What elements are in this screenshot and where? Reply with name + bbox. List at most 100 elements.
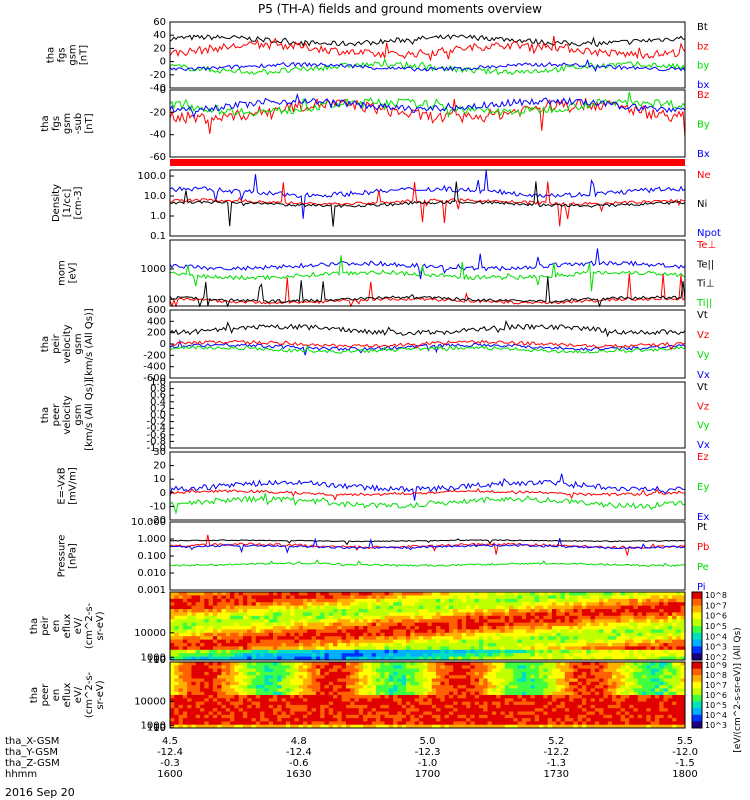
spectrogram-cell <box>212 602 218 607</box>
spectrogram-cell <box>427 653 433 658</box>
spectrogram-cell <box>320 671 325 676</box>
spectrogram-cell <box>509 639 514 644</box>
spectrogram-cell <box>466 626 471 630</box>
spectrogram-cell <box>174 605 180 610</box>
spectrogram-cell <box>509 629 514 634</box>
spectrogram-cell <box>393 671 398 676</box>
spectrogram-cell <box>667 592 673 596</box>
spectrogram-cell <box>659 711 665 716</box>
spectrogram-cell <box>431 612 437 617</box>
spectrogram-cell <box>624 615 630 620</box>
series-line-bz <box>169 97 686 138</box>
spectrogram-cell <box>212 605 218 610</box>
spectrogram-cell <box>273 714 278 719</box>
spectrogram-cell <box>204 619 210 624</box>
spectrogram-cell <box>539 646 544 651</box>
spectrogram-cell <box>294 649 300 654</box>
spectrogram-cell <box>573 695 579 699</box>
spectrogram-cell <box>517 653 523 658</box>
spectrogram-cell <box>672 619 677 624</box>
spectrogram-cell <box>200 681 205 686</box>
spectrogram-cell <box>504 724 510 729</box>
spectrogram-cell <box>521 646 527 651</box>
spectrogram-cell <box>676 665 682 670</box>
spectrogram-cell <box>178 622 184 627</box>
spectrogram-cell <box>440 626 446 630</box>
spectrogram-cell <box>547 685 553 689</box>
spectrogram-cell <box>303 643 308 647</box>
spectrogram-cell <box>384 711 390 716</box>
spectrogram-cell <box>320 656 325 661</box>
spectrogram-cell <box>242 711 248 716</box>
spectrogram-cell <box>324 668 330 673</box>
spectrogram-cell <box>569 718 574 722</box>
ytick-label: 20 <box>153 461 166 472</box>
spectrogram-cell <box>298 691 304 696</box>
spectrogram-cell <box>672 595 677 600</box>
spectrogram-cell <box>371 592 377 596</box>
spectrogram-cell <box>341 643 347 647</box>
spectrogram-cell <box>204 643 210 647</box>
spectrogram-cell <box>642 595 647 600</box>
spectrogram-cell <box>315 721 321 726</box>
spectrogram-cell <box>543 629 549 634</box>
spectrogram-cell <box>401 662 407 666</box>
spectrogram-cell <box>290 662 295 666</box>
spectrogram-cell <box>414 671 420 676</box>
spectrogram-cell <box>191 708 197 712</box>
spectrogram-cell <box>612 605 617 610</box>
spectrogram-cell <box>328 626 334 630</box>
spectrogram-cell <box>423 629 428 634</box>
spectrogram-cell <box>543 698 549 703</box>
spectrogram-cell <box>182 675 188 679</box>
spectrogram-cell <box>406 649 411 654</box>
spectrogram-cell <box>556 665 562 670</box>
spectrogram-cell <box>182 662 188 666</box>
spectrogram-cell <box>221 681 227 686</box>
spectrogram-cell <box>637 701 643 706</box>
spectrogram-cell <box>466 646 471 651</box>
spectrogram-cell <box>354 688 360 693</box>
spectrogram-cell <box>234 714 240 719</box>
spectrogram-cell <box>650 671 656 676</box>
spectrogram-cell <box>234 626 240 630</box>
spectrogram-cell <box>315 592 321 596</box>
spectrogram-cell <box>431 615 437 620</box>
spectrogram-cell <box>247 665 253 670</box>
spectrogram-cell <box>397 665 403 670</box>
spectrogram-cell <box>513 675 519 679</box>
spectrogram-cell <box>195 609 201 613</box>
panel-frame <box>169 169 686 237</box>
spectrogram-cell <box>483 598 489 603</box>
spectrogram-cell <box>371 704 377 709</box>
spectrogram-cell <box>414 602 420 607</box>
spectrogram-cell <box>659 595 665 600</box>
spectrogram-cell <box>341 622 347 627</box>
spectrogram-cell <box>474 668 480 673</box>
spectrogram-cell <box>273 619 278 624</box>
spectrogram-cell <box>513 671 519 676</box>
spectrogram-cell <box>324 688 330 693</box>
spectrogram-cell <box>521 615 527 620</box>
spectrogram-cell <box>517 714 523 719</box>
spectrogram-cell <box>195 701 201 706</box>
spectrogram-cell <box>479 681 484 686</box>
spectrogram-cell <box>521 595 527 600</box>
spectrogram-cell <box>238 675 244 679</box>
spectrogram-cell <box>659 653 665 658</box>
spectrogram-cell <box>191 698 197 703</box>
spectrogram-cell <box>500 701 506 706</box>
spectrogram-cell <box>560 724 566 729</box>
spectrogram-cell <box>586 701 592 706</box>
spectrogram-cell <box>217 701 222 706</box>
spectrogram-cell <box>543 598 549 603</box>
spectrogram-cell <box>479 698 484 703</box>
spectrogram-cell <box>479 675 484 679</box>
spectrogram-cell <box>586 649 592 654</box>
spectrogram-cell <box>294 714 300 719</box>
spectrogram-cell <box>255 688 261 693</box>
spectrogram-cell <box>564 701 570 706</box>
spectrogram-cell <box>191 714 197 719</box>
spectrogram-cell <box>556 711 562 716</box>
spectrogram-cell <box>234 708 240 712</box>
